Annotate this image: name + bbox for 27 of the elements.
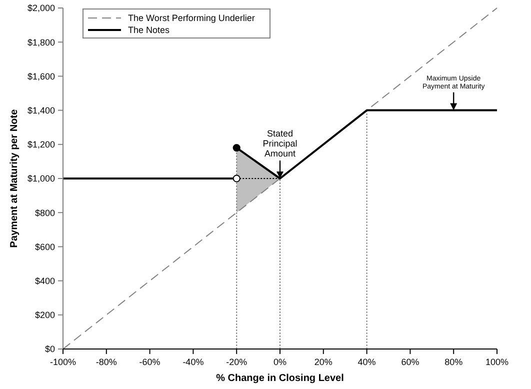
y-tick-label: $1,200 [27, 140, 55, 150]
x-tick-label: 20% [314, 357, 332, 367]
x-tick-label: -20% [226, 357, 248, 367]
y-tick-label: $1,400 [27, 105, 55, 116]
x-tick-label: 60% [401, 357, 420, 367]
y-tick-label: $400 [34, 276, 55, 286]
y-tick-label: $800 [34, 208, 55, 218]
x-axis-title: % Change in Closing Level [216, 373, 344, 384]
legend-label: The Worst Performing Underlier [128, 13, 255, 24]
y-tick-label: $1,000 [27, 174, 55, 184]
y-tick-label: $1,800 [27, 37, 55, 48]
y-tick-label: $1,600 [27, 71, 55, 82]
x-tick-label: 100% [485, 357, 509, 367]
y-axis-title: Payment at Maturity per Note [9, 108, 20, 248]
annotation: Stated Principal Amount [262, 128, 298, 158]
x-tick-label: -40% [182, 357, 204, 367]
y-tick-label: $2,000 [27, 3, 55, 14]
x-tick-label: 80% [444, 357, 463, 367]
x-tick-label: -80% [96, 357, 117, 367]
x-tick-label: -100% [50, 357, 76, 367]
y-tick-label: $0 [44, 344, 55, 354]
y-tick-label: $600 [34, 242, 55, 252]
x-tick-label: 40% [358, 357, 376, 367]
legend-label: The Notes [128, 25, 170, 36]
x-tick-label: -60% [139, 357, 160, 367]
x-tick-label: 0% [273, 357, 287, 367]
y-tick-label: $200 [34, 310, 55, 320]
